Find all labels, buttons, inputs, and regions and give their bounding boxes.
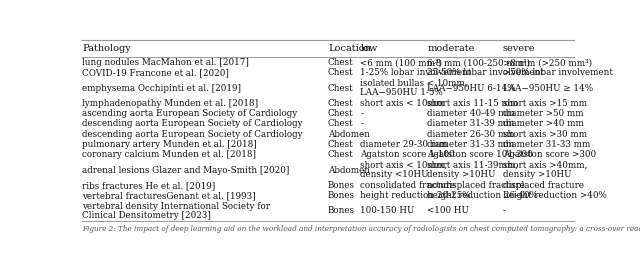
Text: low: low (360, 44, 378, 54)
Text: LAA−950HU 6-14%: LAA−950HU 6-14% (428, 84, 516, 93)
Text: severe: severe (502, 44, 535, 54)
Text: Chest: Chest (328, 68, 354, 77)
Text: 25-50% lobar involvement: 25-50% lobar involvement (428, 68, 544, 77)
Text: short axis >30 mm: short axis >30 mm (502, 130, 587, 139)
Text: height reduction 26-40%: height reduction 26-40% (428, 191, 538, 200)
Text: diameter 26-30 mm: diameter 26-30 mm (428, 130, 515, 139)
Text: Agatston score 1-100: Agatston score 1-100 (360, 150, 455, 159)
Text: ascending aorta European Society of Cardiology: ascending aorta European Society of Card… (83, 109, 298, 118)
Text: diameter 31-33 mm: diameter 31-33 mm (428, 140, 515, 149)
Text: Abdomen: Abdomen (328, 130, 370, 139)
Text: <100 HU: <100 HU (428, 206, 469, 216)
Text: diameter 29-30 mm: diameter 29-30 mm (360, 140, 448, 149)
Text: displaced fracture: displaced fracture (502, 181, 584, 190)
Text: density <10HU: density <10HU (360, 170, 429, 179)
Text: Chest: Chest (328, 58, 354, 67)
Text: LAA−950HU ≥ 14%: LAA−950HU ≥ 14% (502, 84, 593, 93)
Text: short axis >15 mm: short axis >15 mm (502, 99, 587, 108)
Text: isolated bullas < 10mm,: isolated bullas < 10mm, (360, 79, 468, 88)
Text: -: - (360, 120, 364, 128)
Text: 1-25% lobar involvement: 1-25% lobar involvement (360, 68, 472, 77)
Text: ribs fractures He et al. [2019]: ribs fractures He et al. [2019] (83, 181, 216, 190)
Text: diameter >40 mm: diameter >40 mm (502, 120, 584, 128)
Text: height reduction 20-25%: height reduction 20-25% (360, 191, 471, 200)
Text: 100-150 HU: 100-150 HU (360, 206, 415, 216)
Text: <6 mm (100 mm³): <6 mm (100 mm³) (360, 58, 442, 67)
Text: consolidated fracture: consolidated fracture (360, 181, 456, 190)
Text: short axis >40mm,: short axis >40mm, (502, 161, 587, 170)
Text: Agatston score >300: Agatston score >300 (502, 150, 596, 159)
Text: moderate: moderate (428, 44, 475, 54)
Text: diameter >50 mm: diameter >50 mm (502, 109, 583, 118)
Text: >8 mm (>250 mm³): >8 mm (>250 mm³) (502, 58, 592, 67)
Text: height reduction >40%: height reduction >40% (502, 191, 607, 200)
Text: Location: Location (328, 44, 371, 54)
Text: Chest: Chest (328, 99, 354, 108)
Text: Bones: Bones (328, 191, 355, 200)
Text: descending aorta European Society of Cardiology: descending aorta European Society of Car… (83, 120, 303, 128)
Text: Chest: Chest (328, 84, 354, 93)
Text: Agatston score 101-300: Agatston score 101-300 (428, 150, 533, 159)
Text: vertebral fracturesGenant et al. [1993]: vertebral fracturesGenant et al. [1993] (83, 191, 256, 200)
Text: Abdomen: Abdomen (328, 165, 370, 175)
Text: emphysema Occhipinti et al. [2019]: emphysema Occhipinti et al. [2019] (83, 84, 241, 93)
Text: Bones: Bones (328, 206, 355, 216)
Text: -: - (360, 130, 364, 139)
Text: short axis < 10mm,: short axis < 10mm, (360, 161, 447, 170)
Text: lymphadenopathy Munden et al. [2018]: lymphadenopathy Munden et al. [2018] (83, 99, 259, 108)
Text: density >10HU: density >10HU (502, 170, 571, 179)
Text: descending aorta European Society of Cardiology: descending aorta European Society of Car… (83, 130, 303, 139)
Text: COVID-19 Francone et al. [2020]: COVID-19 Francone et al. [2020] (83, 68, 229, 77)
Text: short axis 11-15 mm: short axis 11-15 mm (428, 99, 518, 108)
Text: short axis 11-39mm,: short axis 11-39mm, (428, 161, 518, 170)
Text: Chest: Chest (328, 150, 354, 159)
Text: nondisplaced fracture: nondisplaced fracture (428, 181, 525, 190)
Text: Clinical Densitometry [2023]: Clinical Densitometry [2023] (83, 211, 211, 220)
Text: diameter 31-33 mm: diameter 31-33 mm (502, 140, 590, 149)
Text: vertebral density International Society for: vertebral density International Society … (83, 201, 271, 211)
Text: -: - (360, 109, 364, 118)
Text: adrenal lesions Glazer and Mayo-Smith [2020]: adrenal lesions Glazer and Mayo-Smith [2… (83, 165, 290, 175)
Text: Chest: Chest (328, 140, 354, 149)
Text: Chest: Chest (328, 120, 354, 128)
Text: short axis < 10mm: short axis < 10mm (360, 99, 445, 108)
Text: diameter 40-49 mm: diameter 40-49 mm (428, 109, 515, 118)
Text: Figure 2: The impact of deep learning aid on the workload and interpretation acc: Figure 2: The impact of deep learning ai… (83, 225, 640, 233)
Text: LAA−950HU 1-5%: LAA−950HU 1-5% (360, 88, 443, 97)
Text: density >10HU: density >10HU (428, 170, 496, 179)
Text: diameter 31-39 mm: diameter 31-39 mm (428, 120, 515, 128)
Text: Chest: Chest (328, 109, 354, 118)
Text: lung nodules MacMahon et al. [2017]: lung nodules MacMahon et al. [2017] (83, 58, 250, 67)
Text: pulmonary artery Munden et al. [2018]: pulmonary artery Munden et al. [2018] (83, 140, 257, 149)
Text: coronary calcium Munden et al. [2018]: coronary calcium Munden et al. [2018] (83, 150, 257, 159)
Text: >50% lobar involvement: >50% lobar involvement (502, 68, 612, 77)
Text: Bones: Bones (328, 181, 355, 190)
Text: Pathology: Pathology (83, 44, 131, 54)
Text: 6-8 mm (100-250 mm³): 6-8 mm (100-250 mm³) (428, 58, 531, 67)
Text: -: - (502, 206, 506, 216)
